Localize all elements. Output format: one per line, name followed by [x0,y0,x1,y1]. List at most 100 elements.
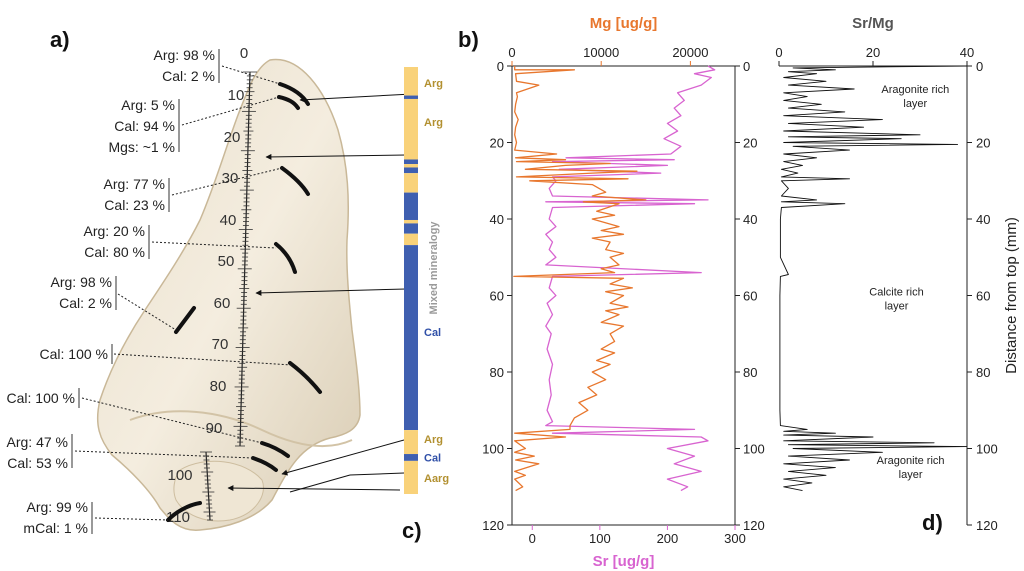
scale-label: 20 [224,129,241,146]
scale-label: 110 [166,509,190,526]
sample-mark [251,456,278,472]
band-label: Aarg [424,473,449,485]
band-segment-arg [404,460,418,494]
annotation-text: Aragonite rich [881,84,949,96]
y-tick-label-right: 100 [743,442,765,457]
mg-x-tick-label: 0 [508,45,515,60]
band-segment-arg [404,67,418,96]
link-arrow [265,153,407,160]
band-label: Cal [424,327,441,339]
annotation-text: layer [885,301,909,313]
sample-text: mCal: 1 % [23,520,88,536]
sample-mark [280,166,310,196]
sample-text: Arg: 77 % [104,176,165,192]
band-label: Cal [424,452,441,464]
scale-label: 50 [218,253,235,270]
band-segment-cal [404,192,418,220]
sample-text: Arg: 47 % [7,434,68,450]
sample-text: Arg: 98 % [154,47,215,63]
band-segment-arg [404,164,418,168]
annotation-text: Aragonite rich [877,455,945,467]
band-segment-arg [404,98,418,160]
band-segment-arg [404,173,418,193]
panel-c: Arg Arg Cal Arg Cal Aarg Mixed mineralogy c) [402,67,449,543]
y-tick-label-left: 40 [490,212,504,227]
sample-text: Cal: 94 % [114,118,175,134]
y-tick-label-right: 40 [743,212,757,227]
mg-series-line [513,66,647,492]
band-label: Arg [424,117,443,129]
sr-x-tick-label: 0 [529,531,536,546]
band-segment-arg [404,219,418,224]
scale-label: 0 [240,45,248,62]
y-tick-label: 100 [976,442,998,457]
band-segment-cal [404,167,418,174]
sample-text: Mgs: ~1 % [108,139,175,155]
annotation-text: layer [903,98,927,110]
y-tick-label: 60 [976,289,990,304]
sample-leader [94,517,169,521]
sample-mark [278,82,310,106]
y-axis-title: Distance from top (mm) [1003,217,1020,374]
scale-label: 100 [167,467,192,484]
sr-axis-title: Sr [ug/g] [593,553,655,570]
sample-mark [277,95,300,110]
link-arrow [299,93,413,103]
sample-mark [166,501,202,522]
mg-axis-title: Mg [ug/g] [590,15,657,32]
panel-a: a) 0 10 20 30 40 50 60 70 80 90 100 110 Arg: 98 % Ca… [7,27,413,536]
sample-text: Arg: 98 % [51,274,112,290]
ruler-axis [239,71,251,447]
sample-leader [74,450,254,459]
y-tick-label-right: 0 [743,59,750,74]
scale-label: 10 [228,87,245,104]
y-tick-label-right: 20 [743,136,757,151]
annotation-text: Calcite rich [869,287,923,299]
band-segment-cal [404,223,418,234]
sample-text: Cal: 2 % [59,295,112,311]
band-segment-cal [404,95,418,99]
band-label: Arg [424,434,443,446]
sample-leader [181,96,280,126]
panel-d-series [779,65,968,492]
panel-b-series [513,65,716,492]
y-tick-label: 80 [976,365,990,380]
y-tick-label-left: 60 [490,289,504,304]
sample-marks [166,82,322,522]
mineralogy-band-labels: Arg Arg Cal Arg Cal Aarg [424,78,449,485]
y-tick-label-left: 20 [490,136,504,151]
link-arrow [281,439,405,476]
sample-text: Cal: 100 % [7,390,75,406]
y-tick-label-right: 60 [743,289,757,304]
x-tick-label: 0 [775,45,782,60]
mg-x-tick-label: 10000 [583,45,619,60]
sample-text: Cal: 53 % [7,455,68,471]
sr-x-tick-label: 300 [724,531,746,546]
sample-mark [288,361,322,394]
sample-text: Arg: 99 % [27,499,88,515]
mg-x-tick-label: 20000 [672,45,708,60]
scale-label: 80 [210,378,227,395]
y-tick-label-right: 120 [743,518,765,533]
sample-text: Arg: 5 % [121,97,175,113]
sr-x-tick-label: 200 [657,531,679,546]
sr-series-line [545,65,716,492]
mixed-mineralogy-label: Mixed mineralogy [428,221,440,315]
link-arrow [349,472,405,476]
sample-leader [113,353,293,366]
sr-x-tick-label: 100 [589,531,611,546]
panel-c-label: c) [402,518,422,543]
shell-growth-band [129,410,353,447]
band-segment-cal [404,245,418,431]
y-tick-label-right: 80 [743,365,757,380]
annotation-text: layer [899,469,923,481]
panel-d-annotations: Aragonite rich layer Calcite rich layer Arag… [869,84,949,481]
x-tick-label: 20 [866,45,880,60]
srmg-series-line [779,65,968,492]
shell-inner-lobe [173,460,264,522]
panel-d-label: d) [922,510,943,535]
